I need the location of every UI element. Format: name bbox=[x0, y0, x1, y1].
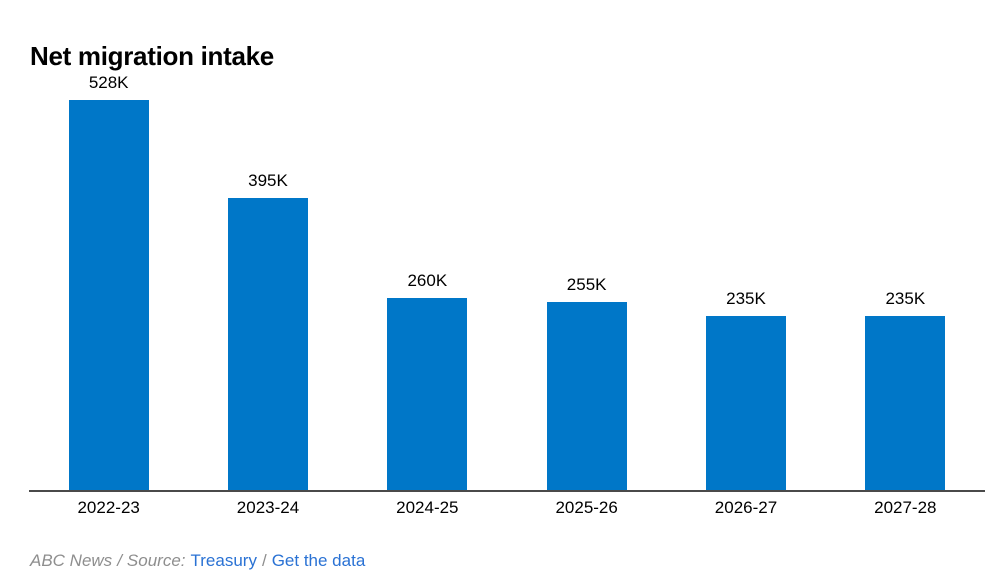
bar bbox=[865, 316, 946, 490]
credit-line: ABC News / Source: Treasury / Get the data bbox=[30, 551, 365, 571]
value-label: 395K bbox=[248, 171, 288, 190]
source-label: Source: bbox=[126, 551, 186, 570]
bar-slot: 528K bbox=[29, 60, 188, 490]
x-axis-label: 2024-25 bbox=[396, 498, 459, 517]
x-axis-label: 2023-24 bbox=[236, 498, 300, 517]
credit-text: ABC News bbox=[30, 551, 113, 570]
bar-slot: 260K bbox=[348, 60, 507, 490]
x-axis-label: 2025-26 bbox=[555, 498, 618, 517]
value-label: 255K bbox=[566, 275, 607, 294]
x-axis-label: 2022-23 bbox=[77, 498, 140, 517]
x-axis-label: 2027-28 bbox=[874, 498, 937, 517]
credit-separator: / bbox=[117, 551, 122, 570]
bar-slot: 395K bbox=[188, 60, 347, 490]
bar bbox=[227, 198, 308, 490]
footer-separator: / bbox=[261, 551, 267, 570]
x-axis-line bbox=[29, 490, 985, 492]
bar-slot: 235K bbox=[826, 60, 985, 490]
source-link[interactable]: Treasury bbox=[190, 551, 257, 570]
bar-chart: 528K 395K 260K 255K 235K 235K 2022-23 2023-24 2… bbox=[29, 60, 985, 518]
bar bbox=[68, 100, 149, 490]
x-axis-label: 2026-27 bbox=[714, 498, 778, 517]
value-label: 260K bbox=[407, 271, 448, 290]
get-the-data-link[interactable]: Get the data bbox=[271, 551, 366, 570]
bar bbox=[387, 298, 468, 490]
bar bbox=[705, 316, 786, 490]
value-label: 235K bbox=[726, 289, 766, 308]
value-label: 235K bbox=[885, 289, 926, 308]
bars-row: 528K 395K 260K 255K 235K 235K bbox=[29, 60, 985, 490]
x-axis-labels: 2022-23 2023-24 2024-25 2025-26 2026-27 2027-… bbox=[29, 492, 985, 518]
value-label: 528K bbox=[88, 73, 129, 92]
bar-slot: 235K bbox=[666, 60, 825, 490]
bar-slot: 255K bbox=[507, 60, 666, 490]
chart-title: Net migration intake bbox=[30, 41, 274, 72]
bar bbox=[546, 302, 627, 490]
